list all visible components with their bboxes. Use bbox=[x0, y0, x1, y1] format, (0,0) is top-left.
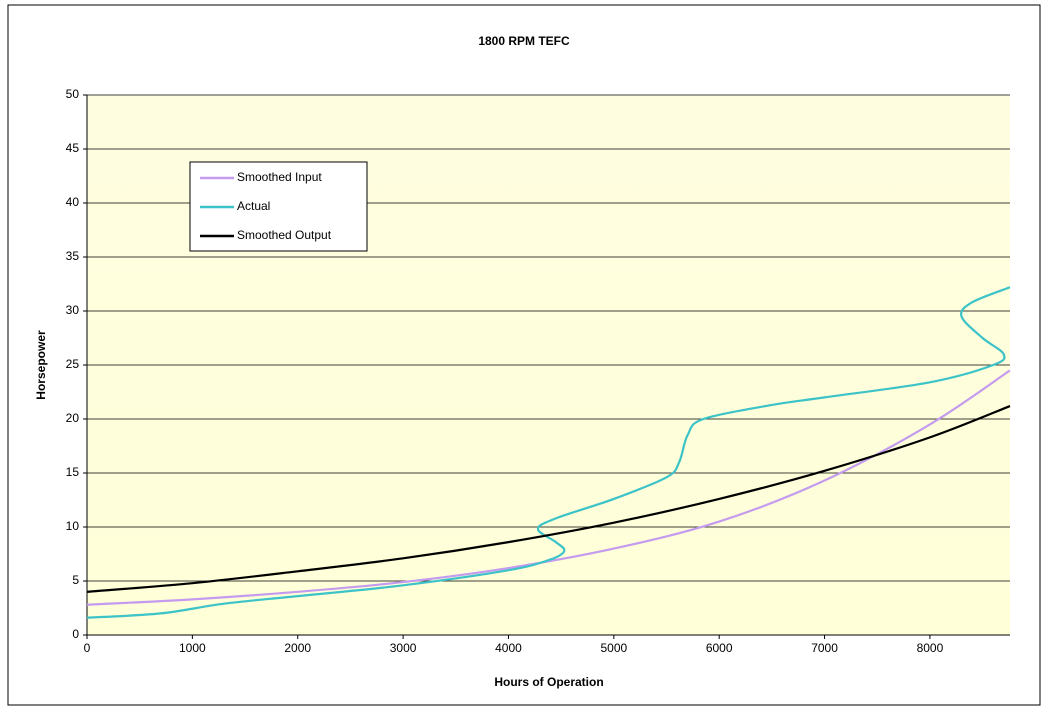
y-tick-label: 25 bbox=[66, 357, 80, 371]
y-tick-label: 20 bbox=[66, 411, 80, 425]
x-tick-label: 1000 bbox=[179, 641, 206, 655]
y-tick-label: 15 bbox=[66, 465, 80, 479]
y-tick-label: 45 bbox=[66, 141, 80, 155]
y-axis-label: Horsepower bbox=[34, 330, 48, 400]
legend-label: Smoothed Output bbox=[237, 228, 332, 242]
x-tick-label: 2000 bbox=[284, 641, 311, 655]
x-tick-label: 8000 bbox=[917, 641, 944, 655]
x-tick-label: 5000 bbox=[600, 641, 627, 655]
x-tick-label: 3000 bbox=[390, 641, 417, 655]
x-tick-label: 7000 bbox=[811, 641, 838, 655]
y-tick-label: 40 bbox=[66, 195, 80, 209]
y-tick-label: 5 bbox=[72, 573, 79, 587]
y-tick-label: 10 bbox=[66, 519, 80, 533]
chart-title: 1800 RPM TEFC bbox=[478, 34, 570, 48]
y-tick-label: 50 bbox=[66, 87, 80, 101]
y-tick-label: 35 bbox=[66, 249, 80, 263]
y-tick-label: 0 bbox=[72, 627, 79, 641]
series-line bbox=[86, 405, 1011, 593]
x-axis-label: Hours of Operation bbox=[494, 675, 603, 689]
x-tick-label: 0 bbox=[84, 641, 91, 655]
series-line bbox=[86, 286, 1011, 619]
x-tick-label: 4000 bbox=[495, 641, 522, 655]
x-tick-label: 6000 bbox=[706, 641, 733, 655]
y-tick-label: 30 bbox=[66, 303, 80, 317]
legend-label: Smoothed Input bbox=[237, 170, 322, 184]
legend-label: Actual bbox=[237, 199, 270, 213]
